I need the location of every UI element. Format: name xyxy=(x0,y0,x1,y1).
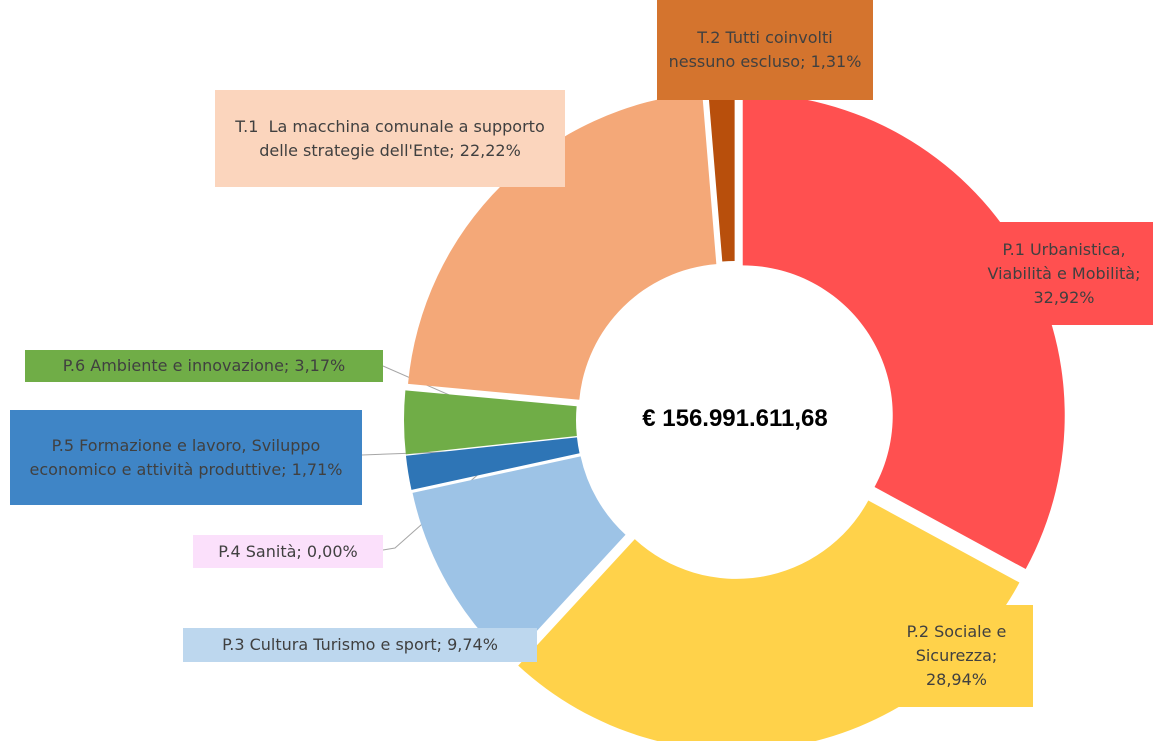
donut-slice xyxy=(408,92,717,400)
donut-slice xyxy=(412,456,626,662)
value-label: 3,17% xyxy=(294,356,346,375)
value-label: 1,31% xyxy=(810,52,862,71)
donut-slice xyxy=(708,89,735,262)
value-label: 9,74% xyxy=(447,635,498,654)
value-label: 0,00% xyxy=(306,541,358,561)
data-label: P.4 Sanità; 0,00% xyxy=(193,535,383,568)
category-label: P.3 Cultura Turismo e sport; xyxy=(222,635,442,654)
data-label: P.1 Urbanistica, Viabilità e Mobilità; 3… xyxy=(975,222,1153,325)
category-label: P.4 Sanità; xyxy=(218,541,302,561)
donut-slice xyxy=(404,390,577,455)
category-label: P.1 Urbanistica, Viabilità e Mobilità; xyxy=(987,239,1141,283)
value-label: 32,92% xyxy=(1033,287,1095,307)
category-label: T.2 Tutti coinvolti nessuno escluso; xyxy=(668,28,838,71)
category-label: P.5 Formazione e lavoro, Sviluppo econom… xyxy=(29,435,326,479)
data-label: P.6 Ambiente e innovazione; 3,17% xyxy=(25,350,383,382)
value-label: 1,71% xyxy=(291,459,343,479)
value-label: 22,22% xyxy=(459,140,521,160)
center-label: € 156.991.611,68 xyxy=(642,405,828,432)
data-label: P.2 Sociale e Sicurezza; 28,94% xyxy=(880,605,1033,707)
category-label: P.2 Sociale e Sicurezza; xyxy=(906,622,1012,665)
value-label: 28,94% xyxy=(925,670,987,689)
donut-slice xyxy=(742,93,1065,570)
donut-slice xyxy=(405,437,580,490)
data-label: T.2 Tutti coinvolti nessuno escluso; 1,3… xyxy=(657,0,873,100)
data-label: P.5 Formazione e lavoro, Sviluppo econom… xyxy=(10,410,362,505)
category-label: T.1 La macchina comunale a supporto dell… xyxy=(235,116,550,160)
category-label: P.6 Ambiente e innovazione; xyxy=(62,356,290,375)
data-label: T.1 La macchina comunale a supporto dell… xyxy=(215,90,565,187)
data-label: P.3 Cultura Turismo e sport; 9,74% xyxy=(183,628,537,662)
